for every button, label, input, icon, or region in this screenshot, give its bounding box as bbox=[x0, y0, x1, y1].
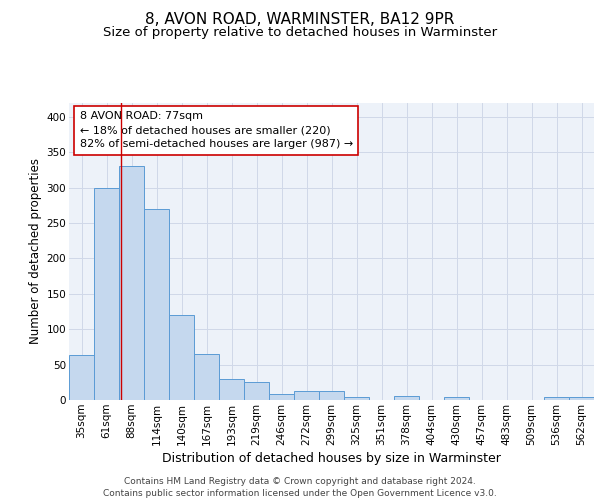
Bar bbox=[144, 209, 169, 400]
Bar bbox=[119, 166, 144, 400]
Bar bbox=[569, 397, 594, 400]
Text: Contains HM Land Registry data © Crown copyright and database right 2024.
Contai: Contains HM Land Registry data © Crown c… bbox=[103, 476, 497, 498]
Bar bbox=[194, 354, 219, 400]
Bar bbox=[269, 394, 294, 400]
Bar bbox=[394, 396, 419, 400]
Bar bbox=[319, 391, 344, 400]
X-axis label: Distribution of detached houses by size in Warminster: Distribution of detached houses by size … bbox=[162, 452, 501, 465]
Bar bbox=[219, 380, 244, 400]
Text: Size of property relative to detached houses in Warminster: Size of property relative to detached ho… bbox=[103, 26, 497, 39]
Bar bbox=[544, 397, 569, 400]
Y-axis label: Number of detached properties: Number of detached properties bbox=[29, 158, 43, 344]
Bar bbox=[294, 391, 319, 400]
Bar bbox=[94, 188, 119, 400]
Text: 8 AVON ROAD: 77sqm
← 18% of detached houses are smaller (220)
82% of semi-detach: 8 AVON ROAD: 77sqm ← 18% of detached hou… bbox=[79, 112, 353, 150]
Bar bbox=[344, 397, 369, 400]
Bar bbox=[444, 397, 469, 400]
Bar bbox=[69, 356, 94, 400]
Bar bbox=[244, 382, 269, 400]
Bar bbox=[169, 315, 194, 400]
Text: 8, AVON ROAD, WARMINSTER, BA12 9PR: 8, AVON ROAD, WARMINSTER, BA12 9PR bbox=[145, 12, 455, 28]
